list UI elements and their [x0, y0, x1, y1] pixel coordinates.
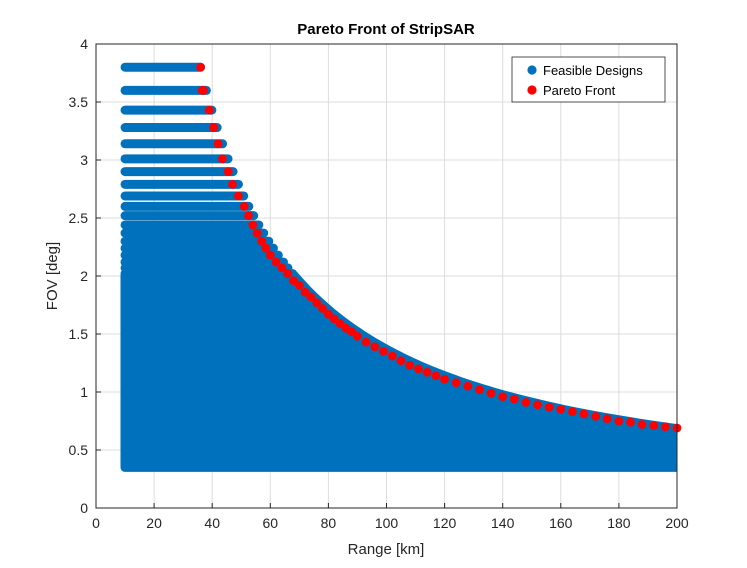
pareto-point: [602, 414, 612, 424]
pareto-point: [486, 388, 496, 398]
pareto-point: [295, 280, 304, 290]
chart-title: Pareto Front of StripSAR: [297, 21, 475, 38]
x-tick-label: 80: [321, 515, 337, 531]
pareto-point: [353, 331, 362, 341]
pareto-point: [521, 398, 531, 407]
x-tick-label: 180: [607, 515, 631, 531]
pareto-point: [289, 276, 298, 285]
y-axis-label: FOV [deg]: [44, 242, 61, 310]
pareto-point: [440, 374, 449, 384]
legend-label-pareto: Pareto Front: [543, 83, 616, 98]
pareto-point: [431, 371, 441, 381]
pareto-point: [614, 416, 624, 426]
pareto-point: [544, 402, 554, 412]
x-tick-label: 40: [204, 515, 220, 531]
pareto-point: [239, 202, 249, 211]
y-tick-label: 4: [80, 36, 88, 52]
pareto-point: [204, 105, 214, 115]
x-tick-label: 140: [491, 515, 515, 531]
x-axis-label: Range [km]: [348, 541, 425, 558]
pareto-point: [265, 250, 275, 260]
pareto-point: [248, 220, 258, 230]
pareto-front-series: [196, 62, 682, 433]
pareto-point: [405, 360, 415, 370]
pareto-point: [451, 378, 461, 388]
y-tick-label: 1: [80, 384, 88, 400]
pareto-point: [591, 412, 601, 421]
x-tick-label: 100: [375, 515, 399, 531]
pareto-point: [414, 364, 423, 374]
x-tick-label: 200: [665, 515, 689, 531]
pareto-point: [233, 191, 243, 201]
pareto-point: [579, 409, 589, 419]
legend-marker-pareto: [527, 85, 537, 95]
legend-marker-feasible: [527, 65, 537, 75]
x-tick-label: 160: [549, 515, 573, 531]
y-tick-label: 0.5: [69, 442, 89, 458]
pareto-point: [257, 236, 266, 246]
pareto-point: [637, 420, 647, 429]
legend-box: [511, 56, 666, 103]
x-tick-label: 60: [263, 515, 279, 531]
y-tick-label: 2.5: [69, 210, 89, 226]
pareto-point: [223, 167, 233, 177]
y-tick-label: 2: [80, 268, 88, 284]
pareto-point: [396, 356, 406, 366]
pareto-point: [556, 405, 566, 414]
x-tick-label: 0: [92, 515, 100, 531]
pareto-point: [252, 228, 262, 238]
y-tick-label: 0: [80, 500, 88, 516]
pareto-point: [199, 86, 208, 95]
pareto-point: [312, 298, 322, 308]
pareto-point: [228, 180, 237, 189]
pareto-point: [271, 257, 281, 267]
pareto-point: [475, 385, 484, 395]
x-axis-ticks: 0 20 40 60 80 100 120 140 160 180 200: [92, 503, 689, 531]
pareto-point: [218, 154, 227, 164]
pareto-point: [509, 394, 519, 404]
pareto-point: [568, 407, 577, 417]
pareto-point: [209, 123, 219, 132]
pareto-point: [261, 243, 271, 253]
pareto-point: [661, 422, 670, 432]
pareto-point: [533, 400, 542, 410]
x-tick-label: 20: [146, 515, 162, 531]
pareto-point: [649, 421, 659, 430]
pareto-point: [244, 211, 253, 221]
pareto-point: [277, 263, 287, 273]
y-tick-label: 3: [80, 152, 88, 168]
pareto-point: [213, 139, 223, 149]
pareto-point: [306, 292, 316, 302]
pareto-point: [283, 269, 293, 279]
legend: Feasible Designs Pareto Front: [511, 56, 666, 103]
pareto-point: [370, 342, 380, 352]
y-axis-ticks: 0 0.5 1 1.5 2 2.5 3 3.5 4: [69, 36, 101, 516]
pareto-point: [387, 351, 397, 361]
pareto-point: [498, 392, 508, 401]
y-tick-label: 3.5: [69, 94, 89, 110]
pareto-point: [361, 337, 371, 347]
pareto-point: [196, 62, 206, 72]
pareto-point: [379, 347, 388, 356]
x-tick-label: 120: [433, 515, 457, 531]
legend-label-feasible: Feasible Designs: [543, 63, 643, 78]
pareto-point: [463, 381, 473, 391]
pareto-point: [422, 367, 432, 377]
y-tick-label: 1.5: [69, 326, 89, 342]
pareto-point: [318, 304, 327, 313]
pareto-point: [626, 417, 635, 427]
